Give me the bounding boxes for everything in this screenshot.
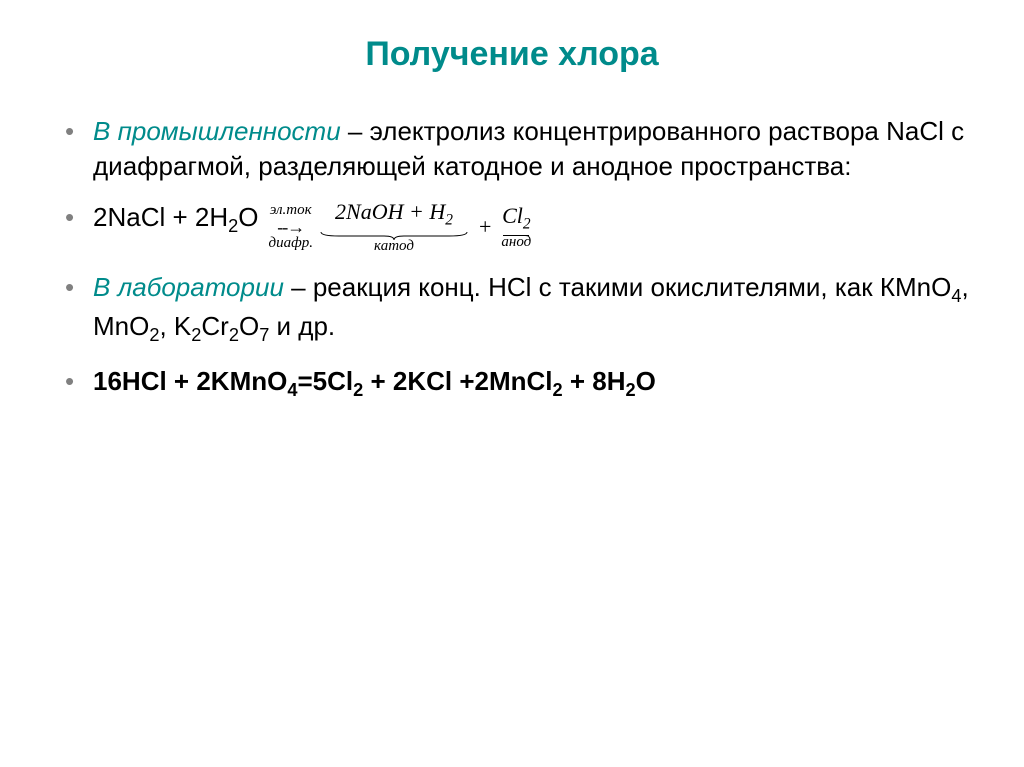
anode-product: Cl2 xyxy=(502,204,531,233)
anode-label: анод xyxy=(501,234,531,251)
item-laboratory: В лаборатории – реакция конц. HCl с таки… xyxy=(55,270,969,348)
eq1-right: эл.ток --→ диафр. 2NaOH + H2 катод + Cl2… xyxy=(268,200,531,254)
lab-dash: – xyxy=(284,272,313,302)
industry-prefix: В промышленности xyxy=(93,116,341,146)
eq1-left: 2NaCl + 2H2O xyxy=(93,200,258,239)
eq1-arrow: эл.ток --→ диафр. xyxy=(268,203,313,251)
arrow-bot-label: диафр. xyxy=(268,236,313,251)
cathode-label: катод xyxy=(374,238,414,255)
arrow-dashes: --→ xyxy=(277,218,304,236)
industry-dash: – xyxy=(341,116,370,146)
anode-group: Cl2 анод xyxy=(501,204,531,251)
arrow-top-label: эл.ток xyxy=(270,203,312,218)
slide-title: Получение хлора xyxy=(55,35,969,74)
eq2-bold: 16HCl + 2KMnO4=5Cl2 + 2KCl +2MnCl2 + 8H2… xyxy=(93,366,656,396)
item-equation-2: 16HCl + 2KMnO4=5Cl2 + 2KCl +2MnCl2 + 8H2… xyxy=(55,364,969,403)
eq1-plus: + xyxy=(479,212,491,242)
item-industry: В промышленности – электролиз концентрир… xyxy=(55,114,969,184)
item-equation-1: 2NaCl + 2H2O эл.ток --→ диафр. 2NaOH + H… xyxy=(55,200,969,254)
content-list: В промышленности – электролиз концентрир… xyxy=(55,114,969,402)
lab-prefix: В лаборатории xyxy=(93,272,284,302)
cathode-group: 2NaOH + H2 катод xyxy=(319,200,469,254)
cathode-products: 2NaOH + H2 xyxy=(335,200,453,229)
